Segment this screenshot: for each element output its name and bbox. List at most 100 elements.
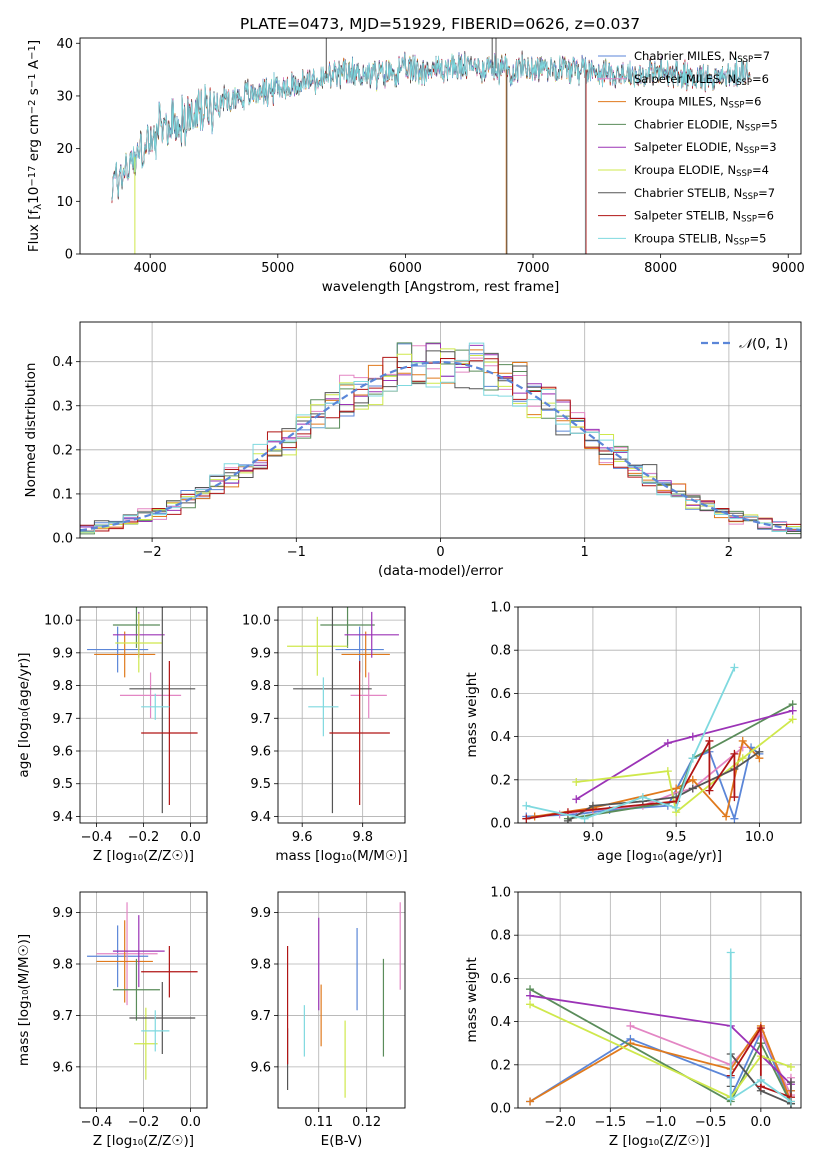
weight-marker xyxy=(730,749,739,758)
weight-marker xyxy=(730,663,739,672)
y-tick-label: 9.9 xyxy=(250,646,271,661)
histogram-xlabel: (data-model)/error xyxy=(378,563,504,579)
errorbar-salpeter_stelib xyxy=(329,661,390,805)
panel-ylabel: mass [log₁₀(M/M☉)] xyxy=(16,934,32,1066)
weight-lines xyxy=(526,948,795,1108)
y-tick-label: 9.6 xyxy=(52,745,73,760)
errorbar-kroupa_elodie xyxy=(115,613,163,673)
x-tick-label: 0.0 xyxy=(180,830,201,845)
weight-marker xyxy=(663,739,672,748)
y-tick-label: 0.4 xyxy=(490,1015,511,1030)
histograms xyxy=(80,342,801,537)
weight-marker xyxy=(788,706,797,715)
x-tick-label: −2.0 xyxy=(544,1115,576,1130)
x-tick-label: −0.2 xyxy=(128,1115,160,1130)
panel-xlabel: mass [log₁₀(M/M☉)] xyxy=(275,848,407,864)
legend-entry: Kroupa STELIB, NSSP=5 xyxy=(634,231,766,247)
legend-entry: Kroupa MILES, NSSP=6 xyxy=(634,95,761,111)
errorbar-kroupa_miles xyxy=(96,920,153,1003)
y-tick-label: 0.6 xyxy=(490,687,511,702)
legend-entry: Chabrier ELODIE, NSSP=5 xyxy=(634,117,778,133)
legend-entry: Kroupa ELODIE, NSSP=4 xyxy=(634,163,769,179)
weight-marker xyxy=(572,795,581,804)
y-tick-label: 9.4 xyxy=(52,810,73,825)
errorbar-salpeter_elodie xyxy=(112,915,165,988)
x-tick-label: 8000 xyxy=(644,261,677,276)
axes-frame xyxy=(79,606,208,824)
x-tick-label: 9.6 xyxy=(292,830,313,845)
errorbars xyxy=(286,902,401,1098)
x-tick-label: 10.0 xyxy=(745,830,774,845)
spectrum-xlabel: wavelength [Angstrom, rest frame] xyxy=(322,279,560,295)
weight-marker xyxy=(730,793,739,802)
y-tick-label: 9.7 xyxy=(52,1009,73,1024)
weight-marker xyxy=(672,803,681,812)
mass-vs-ebv-panel: 0.11 0.12 9.6 9.7 9.8 9.9 E(B-V) xyxy=(250,891,406,1149)
y-tick-label: 0.0 xyxy=(490,817,511,832)
y-tick-label: 9.8 xyxy=(52,679,73,694)
y-tick-label: 0.0 xyxy=(490,1102,511,1117)
weight-marker xyxy=(786,1078,795,1087)
weight-marker xyxy=(738,736,747,745)
panel-ylabel: age [log₁₀(age/yr)] xyxy=(16,652,32,777)
x-tick-label: 4000 xyxy=(134,261,167,276)
x-tick-label: 6000 xyxy=(389,261,422,276)
y-tick-label: 10.0 xyxy=(44,614,73,629)
weight-marker xyxy=(672,784,681,793)
x-tick-label: −1.0 xyxy=(645,1115,677,1130)
y-tick-label: 0.8 xyxy=(490,644,511,659)
weight-line-kroupa_stelib xyxy=(729,952,792,1103)
panel-xlabel: Z [log₁₀(Z/Z☉)] xyxy=(93,848,194,864)
x-tick-label: −0.4 xyxy=(81,830,113,845)
weight-marker xyxy=(526,1000,535,1009)
y-tick-label: 9.6 xyxy=(52,1060,73,1075)
y-tick-label: 9.7 xyxy=(52,712,73,727)
axes-frame xyxy=(79,37,802,255)
x-tick-label: 9.5 xyxy=(666,830,687,845)
errorbar-salpeter_elodie xyxy=(344,611,399,658)
weight-marker xyxy=(722,812,731,821)
spectrum-panel: 4000 5000 6000 7000 8000 9000 0 10 20 30 40 wavelen… xyxy=(26,37,805,295)
y-tick-label: 9.8 xyxy=(250,679,271,694)
errorbar-kroupa_stelib xyxy=(141,693,170,720)
errorbar-chabrier_elodie xyxy=(320,607,375,648)
x-tick-label: −1.5 xyxy=(595,1115,627,1130)
mass-vs-Z-panel: −0.4 −0.2 0.0 9.6 9.7 9.8 9.9 Z [log₁₀(Z/Z☉)] ma… xyxy=(16,891,208,1149)
panel-ylabel: mass weight xyxy=(464,672,480,757)
y-tick-label: 0 xyxy=(65,248,73,263)
spectrum-title: PLATE=0473, MJD=51929, FIBERID=0626, z=0… xyxy=(240,15,640,33)
x-tick-label: 0 xyxy=(436,545,444,560)
errorbar-chabrier_stelib xyxy=(129,982,196,1054)
y-tick-label: 0.4 xyxy=(52,355,73,370)
y-tick-label: 9.9 xyxy=(52,646,73,661)
spectrum-legend: Chabrier MILES, NSSP=7 Salpeter MILES, NS… xyxy=(598,49,778,248)
x-tick-label: 9000 xyxy=(772,261,805,276)
age-vs-mass-panel: 9.6 9.8 9.4 9.5 9.6 9.7 9.8 9.9 10.0 mass [log₁₀(… xyxy=(242,606,408,864)
weight-marker xyxy=(522,814,531,823)
y-tick-label: 20 xyxy=(56,142,73,157)
y-tick-label: 10.0 xyxy=(242,614,271,629)
histogram-ylabel: Normed distribution xyxy=(23,363,39,498)
axes-frame xyxy=(79,891,208,1109)
panel-xlabel: age [log₁₀(age/yr)] xyxy=(597,848,722,864)
weight-marker xyxy=(572,777,581,786)
massweight-vs-Z-panel: −2.0 −1.5 −1.0 −0.5 0.0 0.0 0.2 0.4 0.6 0.8 1.0 Z [… xyxy=(464,886,802,1149)
weight-line-salpeter_elodie xyxy=(575,709,793,801)
errorbar-salpeter_miles xyxy=(119,672,182,719)
y-tick-label: 40 xyxy=(56,37,73,52)
x-tick-label: 5000 xyxy=(261,261,294,276)
y-tick-label: 0.6 xyxy=(490,972,511,987)
panel-xlabel: E(B-V) xyxy=(321,1133,363,1149)
y-tick-label: 0.8 xyxy=(490,929,511,944)
errorbar-salpeter_miles xyxy=(350,672,387,719)
weight-marker xyxy=(563,816,572,823)
x-tick-label: −0.2 xyxy=(128,830,160,845)
y-tick-label: 0.0 xyxy=(52,532,73,547)
weight-lines xyxy=(522,663,797,823)
weight-marker xyxy=(663,767,672,776)
residual-histogram-panel: −2 −1 0 1 2 0.0 0.1 0.2 0.3 0.4 (data-model)/error… xyxy=(23,321,802,579)
x-tick-label: −1 xyxy=(287,545,306,560)
errorbars xyxy=(87,902,198,1080)
y-tick-label: 9.8 xyxy=(250,958,271,973)
